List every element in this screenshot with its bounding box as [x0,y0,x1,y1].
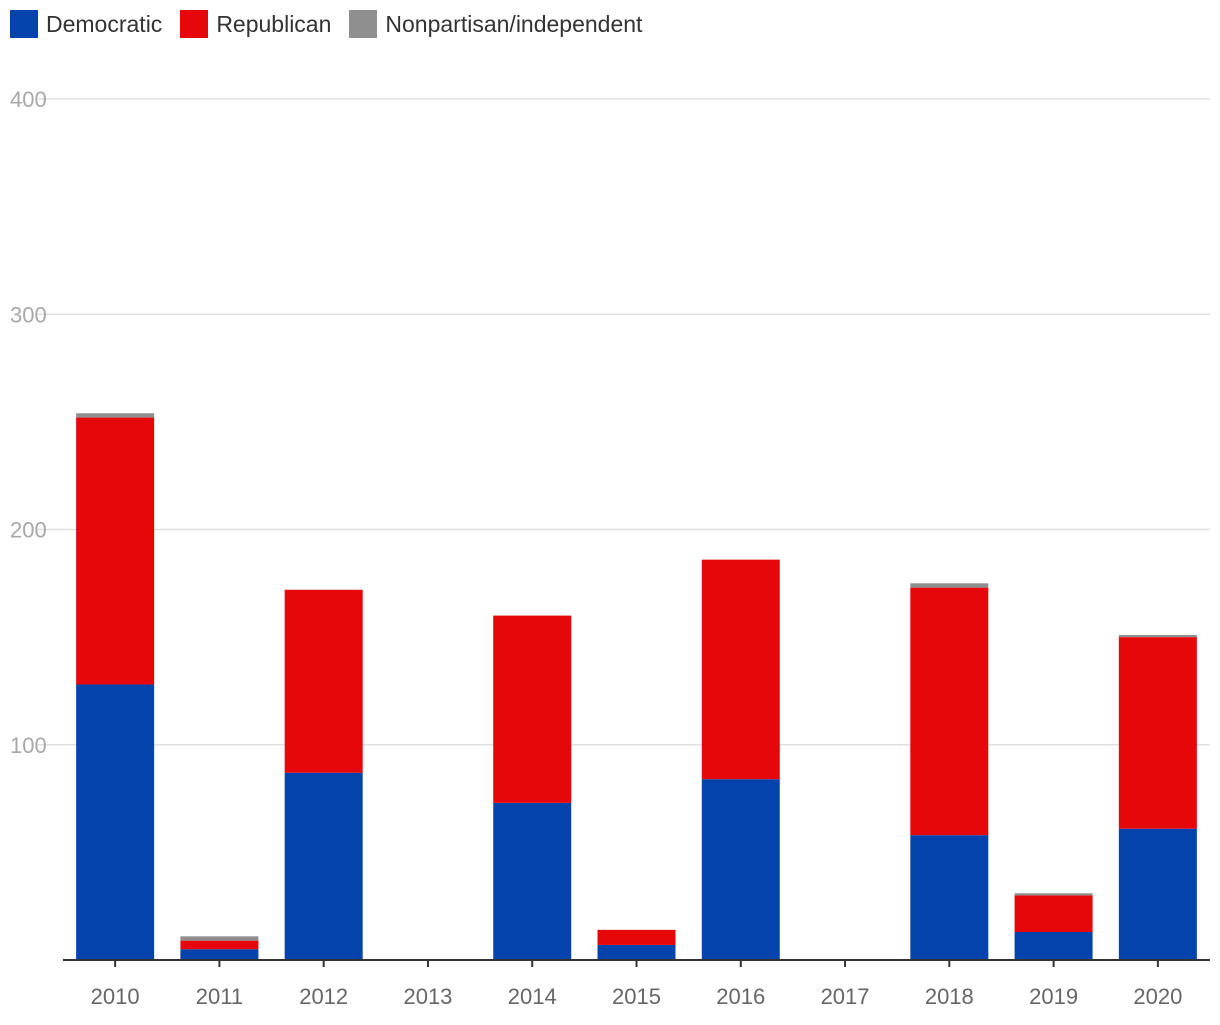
x-axis-ticks: 2010 2011 2012 2013 2014 2015 2016 2017 2018 2019… [91,960,1182,1009]
bar-2020-nonpartisan-independent [1118,634,1197,638]
bar-2019-republican [1014,895,1093,933]
legend-label-republican: Republican [216,10,332,37]
y-axis-ticks: 100 200 300 400 [10,87,47,758]
x-tick-label: 2019 [1029,984,1078,1009]
bar-2014-democratic [493,802,572,960]
bar-2015-republican [597,929,676,945]
bar-2020-republican [1118,637,1197,829]
bar-2011-democratic [180,949,259,960]
y-tick-label: 300 [10,302,47,327]
legend-item-republican: Republican [180,10,331,38]
gridlines [38,98,1210,746]
legend-swatch-nonpartisan [349,10,378,38]
bar-2012-democratic [284,772,363,960]
bar-2020-democratic [1118,828,1197,960]
bar-2011-nonpartisan-independent [180,936,259,941]
bar-2012-republican [284,589,363,773]
legend-swatch-republican [180,10,209,38]
bar-2018-republican [910,587,989,836]
legend: Democratic Republican Nonpartisan/indepe… [10,10,660,38]
x-tick-label: 2016 [716,984,765,1009]
bar-2010-nonpartisan-independent [76,413,155,418]
x-tick-label: 2013 [403,984,452,1009]
legend-item-nonpartisan: Nonpartisan/independent [349,10,642,38]
bar-2018-democratic [910,835,989,960]
legend-item-democratic: Democratic [10,10,162,38]
legend-label-democratic: Democratic [46,10,163,37]
bars [76,413,1197,960]
x-tick-label: 2012 [299,984,348,1009]
x-tick-label: 2015 [612,984,661,1009]
y-tick-label: 200 [10,518,47,543]
x-tick-label: 2014 [508,984,557,1009]
bar-2010-republican [76,417,155,685]
x-tick-label: 2020 [1133,984,1182,1009]
legend-label-nonpartisan: Nonpartisan/independent [385,10,643,37]
x-tick-label: 2017 [821,984,870,1009]
bar-2010-democratic [76,684,155,960]
bar-2019-democratic [1014,932,1093,960]
bar-2016-democratic [701,779,780,960]
bar-2011-republican [180,940,259,950]
bar-2015-democratic [597,944,676,960]
bar-2018-nonpartisan-independent [910,583,989,588]
legend-swatch-democratic [10,10,38,38]
x-tick-label: 2018 [925,984,974,1009]
bar-2019-nonpartisan-independent [1014,893,1093,896]
y-tick-label: 100 [10,733,47,758]
x-tick-label: 2011 [196,984,243,1009]
y-tick-label: 400 [10,87,47,112]
bar-2014-republican [493,615,572,803]
x-tick-label: 2010 [91,984,140,1009]
bar-2016-republican [701,559,780,780]
